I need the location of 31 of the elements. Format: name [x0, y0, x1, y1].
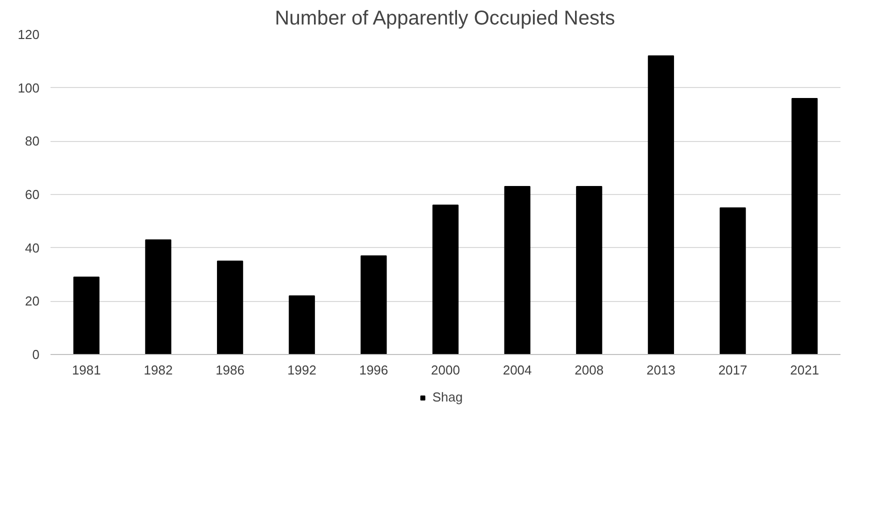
x-tick-label: 1982: [144, 362, 173, 378]
bar: [145, 239, 172, 354]
x-tick-label: 1981: [72, 362, 101, 378]
bar: [648, 55, 674, 354]
x-tick-label: 2000: [431, 362, 460, 378]
y-tick-label: 20: [25, 294, 40, 309]
x-tick-label: 1986: [216, 362, 245, 378]
x-tick-label: 2021: [790, 362, 820, 378]
x-tick-label: 2008: [574, 362, 604, 378]
bar: [73, 276, 100, 354]
y-tick-label: 120: [18, 27, 40, 42]
y-tick-label: 60: [25, 187, 40, 202]
legend-label: Shag: [432, 390, 463, 404]
x-tick-label: 2017: [718, 362, 748, 378]
y-tick-label: 0: [32, 347, 40, 362]
x-tick-label: 2004: [502, 362, 532, 378]
bar: [792, 98, 818, 354]
bar: [288, 295, 315, 354]
bar: [504, 186, 530, 354]
x-tick-label: 2013: [646, 362, 676, 378]
chart-title: Number of Apparently Occupied Nests: [274, 8, 616, 30]
x-tick-label: 1996: [359, 362, 388, 378]
bar: [576, 186, 602, 354]
bar: [720, 207, 746, 354]
x-tick-label: 1992: [287, 362, 316, 378]
y-tick-label: 100: [18, 80, 40, 96]
bar: [432, 204, 459, 354]
y-tick-label: 80: [25, 134, 40, 149]
bar: [360, 255, 387, 354]
bar: [216, 260, 244, 354]
y-tick-label: 40: [25, 240, 40, 256]
